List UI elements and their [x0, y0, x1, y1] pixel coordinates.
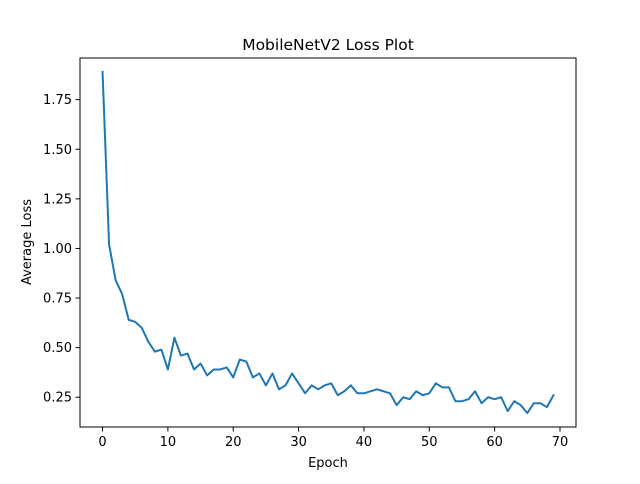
x-tick-label: 10 — [160, 435, 177, 450]
chart-title: MobileNetV2 Loss Plot — [242, 36, 414, 54]
x-tick-label: 50 — [421, 435, 438, 450]
y-tick-label: 1.50 — [43, 143, 72, 158]
x-tick-label: 60 — [486, 435, 503, 450]
y-tick-label: 0.25 — [43, 391, 72, 406]
y-tick-label: 1.00 — [43, 242, 72, 257]
x-tick-label: 40 — [356, 435, 373, 450]
series-line-0 — [101, 70, 555, 415]
y-tick-label: 1.25 — [43, 192, 72, 207]
x-tick-label: 30 — [290, 435, 307, 450]
y-axis-label: Average Loss — [20, 199, 35, 285]
x-tick-label: 20 — [225, 435, 242, 450]
axes-frame — [79, 57, 577, 428]
x-tick-label: 70 — [552, 435, 569, 450]
y-tick-label: 0.50 — [43, 341, 72, 356]
x-axis-label: Epoch — [308, 456, 348, 471]
y-tick-label: 1.75 — [43, 93, 72, 108]
x-tick-label: 0 — [98, 435, 106, 450]
plot-area: 0 10 20 30 40 50 60 70 0.25 0.50 0.75 1.00 1.25 1.50 1… — [43, 57, 577, 450]
y-tick-label: 0.75 — [43, 292, 72, 307]
